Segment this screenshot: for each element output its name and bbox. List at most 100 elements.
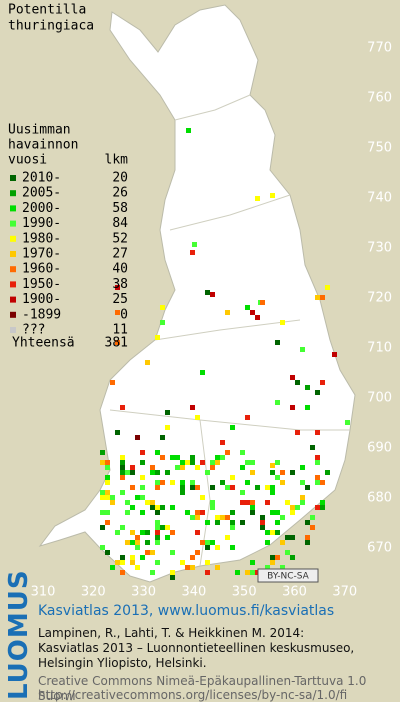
license: Creative Commons Nimeä-Epäkaupallinen-Ta…	[38, 674, 367, 702]
observation-square	[285, 535, 290, 540]
observation-square	[275, 530, 280, 535]
observation-square	[150, 500, 155, 505]
observation-square	[105, 520, 110, 525]
observation-square	[210, 465, 215, 470]
observation-square	[265, 565, 270, 570]
observation-square	[210, 540, 215, 545]
observation-square	[180, 480, 185, 485]
observation-square	[220, 480, 225, 485]
observation-square	[345, 420, 350, 425]
observation-square	[155, 530, 160, 535]
finland-outline	[38, 4, 356, 583]
observation-square	[240, 465, 245, 470]
observation-square	[130, 560, 135, 565]
observation-square	[125, 540, 130, 545]
legend-label: ???	[22, 323, 45, 338]
observation-square	[155, 540, 160, 545]
observation-square	[130, 465, 135, 470]
observation-square	[180, 560, 185, 565]
observation-square	[195, 510, 200, 515]
observation-square	[320, 295, 325, 300]
region-border	[154, 319, 301, 341]
observation-square	[210, 460, 215, 465]
observation-square	[300, 480, 305, 485]
observation-square	[270, 490, 275, 495]
observation-square	[190, 405, 195, 410]
legend-header: Uusimman	[8, 123, 71, 138]
observation-square	[105, 550, 110, 555]
observation-square	[270, 560, 275, 565]
observation-square	[180, 465, 185, 470]
observation-square	[240, 450, 245, 455]
observation-square	[300, 500, 305, 505]
observation-square	[145, 500, 150, 505]
observation-square	[165, 470, 170, 475]
observation-square	[215, 460, 220, 465]
observation-square	[280, 470, 285, 475]
citation: Kasviatlas 2013 – Luonnontieteellinen ke…	[38, 641, 355, 655]
northing-label: 700	[367, 391, 392, 406]
observation-square	[110, 500, 115, 505]
observation-square	[160, 435, 165, 440]
observation-square	[315, 455, 320, 460]
observation-square	[315, 430, 320, 435]
observation-square	[305, 540, 310, 545]
northing-label: 670	[367, 541, 392, 556]
observation-square	[110, 380, 115, 385]
observation-square	[275, 510, 280, 515]
observation-square	[230, 485, 235, 490]
observation-square	[115, 430, 120, 435]
license: http://creativecommons.org/licenses/by-n…	[38, 688, 348, 702]
observation-square	[280, 515, 285, 520]
observation-square	[215, 515, 220, 520]
observation-square	[245, 480, 250, 485]
observation-square	[260, 300, 265, 305]
observation-square	[250, 510, 255, 515]
observation-square	[285, 500, 290, 505]
observation-square	[230, 520, 235, 525]
observation-square	[230, 510, 235, 515]
observation-square	[290, 375, 295, 380]
observation-square	[230, 475, 235, 480]
observation-square	[215, 520, 220, 525]
northing-label: 710	[367, 341, 392, 356]
observation-square	[240, 500, 245, 505]
legend-label: 2010-	[22, 171, 61, 186]
observation-square	[205, 290, 210, 295]
observation-square	[175, 465, 180, 470]
observation-square	[290, 505, 295, 510]
observation-square	[200, 370, 205, 375]
legend-swatch	[10, 311, 16, 318]
observation-square	[195, 530, 200, 535]
observation-square	[180, 490, 185, 495]
legend-label: 2005-	[22, 186, 61, 201]
observation-square	[250, 560, 255, 565]
northing-label: 740	[367, 191, 392, 206]
observation-square	[100, 450, 105, 455]
observation-square	[205, 520, 210, 525]
observation-square	[105, 465, 110, 470]
observation-square	[140, 475, 145, 480]
observation-square	[270, 510, 275, 515]
legend-header: vuosi	[8, 153, 47, 168]
observation-square	[120, 455, 125, 460]
observation-square	[315, 505, 320, 510]
legend-count: 26	[112, 186, 128, 201]
observation-square	[295, 380, 300, 385]
observation-square	[315, 295, 320, 300]
observation-square	[170, 480, 175, 485]
observation-square	[170, 530, 175, 535]
observation-square	[205, 540, 210, 545]
observation-square	[305, 405, 310, 410]
observation-square	[165, 410, 170, 415]
observation-square	[280, 480, 285, 485]
observation-square	[290, 470, 295, 475]
observation-square	[130, 505, 135, 510]
footer-heading: Kasviatlas 2013, www.luomus.fi/kasviatla…	[38, 603, 335, 619]
observation-square	[190, 565, 195, 570]
license-badge: BY-NC-SA	[257, 568, 319, 583]
legend-swatch	[10, 266, 16, 273]
observation-square	[155, 525, 160, 530]
observation-square	[192, 242, 197, 247]
